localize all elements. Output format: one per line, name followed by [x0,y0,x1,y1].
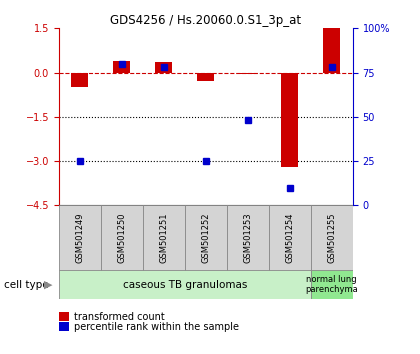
Text: transformed count: transformed count [74,312,164,322]
Bar [239,73,256,74]
Bar [155,62,172,73]
Text: GSM501254: GSM501254 [285,213,294,263]
Text: GSM501249: GSM501249 [75,213,84,263]
Bar [113,61,130,73]
Bar [71,73,88,87]
FancyBboxPatch shape [227,205,269,271]
Text: caseous TB granulomas: caseous TB granulomas [123,280,247,290]
Text: ▶: ▶ [44,280,52,290]
Text: percentile rank within the sample: percentile rank within the sample [74,322,239,332]
Text: normal lung
parenchyma: normal lung parenchyma [305,275,358,294]
Title: GDS4256 / Hs.20060.0.S1_3p_at: GDS4256 / Hs.20060.0.S1_3p_at [110,14,302,27]
Text: GSM501252: GSM501252 [201,213,210,263]
Bar [197,73,214,81]
Text: GSM501255: GSM501255 [327,213,336,263]
FancyBboxPatch shape [101,205,143,271]
FancyBboxPatch shape [59,205,101,271]
FancyBboxPatch shape [311,270,353,299]
Text: GSM501250: GSM501250 [117,213,126,263]
Text: GSM501251: GSM501251 [159,213,168,263]
Bar [281,73,298,167]
FancyBboxPatch shape [185,205,227,271]
FancyBboxPatch shape [143,205,185,271]
Text: GSM501253: GSM501253 [243,213,252,263]
Text: cell type: cell type [4,280,49,290]
FancyBboxPatch shape [311,205,353,271]
FancyBboxPatch shape [269,205,311,271]
FancyBboxPatch shape [59,270,311,299]
Bar [323,28,340,73]
